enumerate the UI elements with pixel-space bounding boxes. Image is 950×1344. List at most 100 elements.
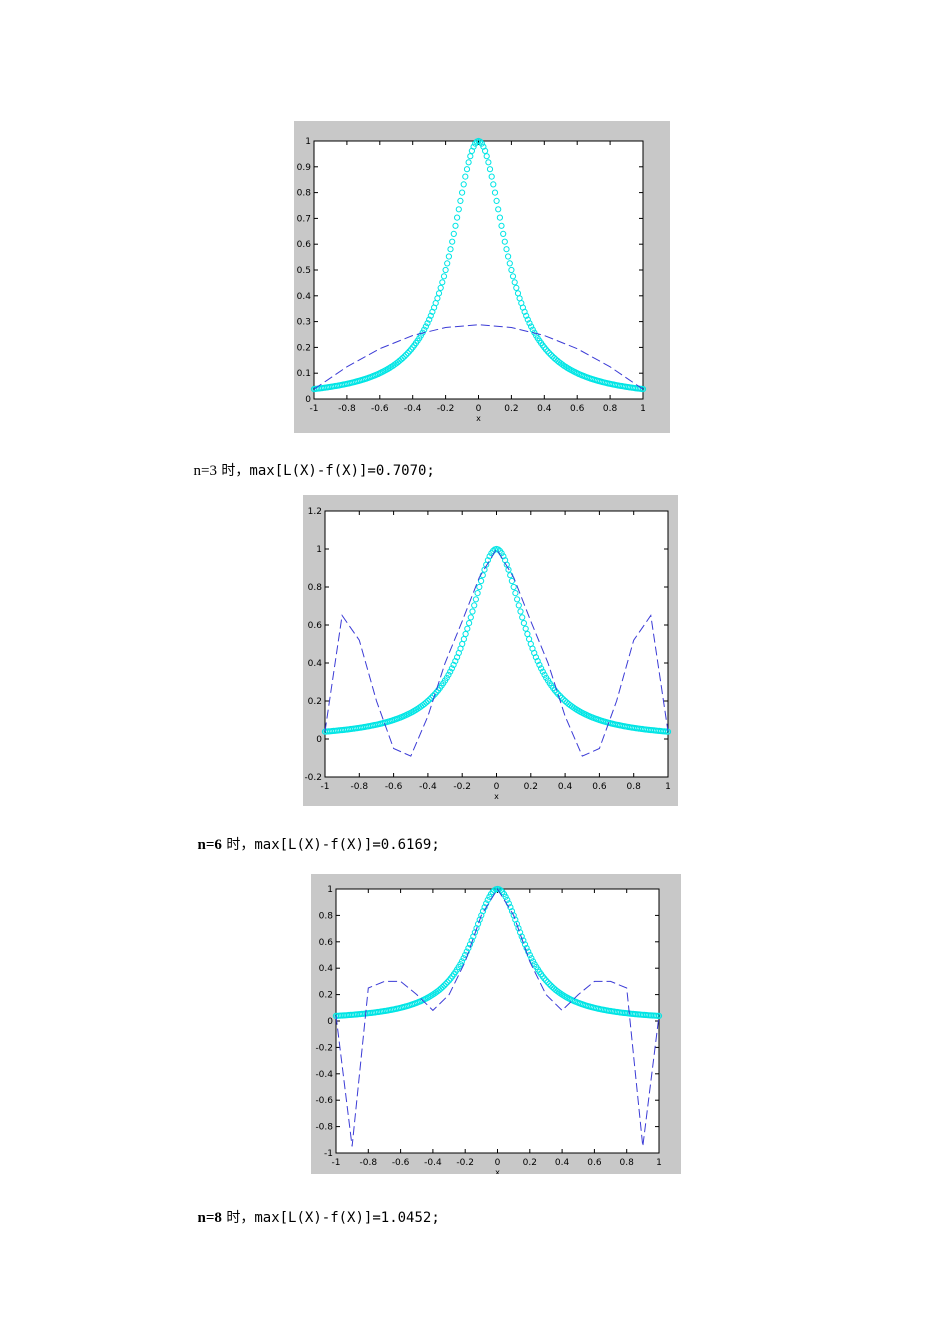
data-point: [470, 933, 477, 940]
data-point: [498, 222, 505, 229]
function-markers: [310, 137, 647, 393]
y-tick-label: 0.3: [297, 318, 311, 328]
data-point: [511, 279, 518, 286]
data-point: [465, 159, 472, 166]
data-point: [447, 668, 454, 675]
data-point: [452, 222, 459, 229]
data-point: [513, 284, 520, 291]
y-tick-label: 0.2: [308, 697, 322, 707]
y-tick-label: 0.4: [297, 292, 312, 302]
data-point: [515, 602, 522, 609]
data-point: [496, 214, 503, 221]
data-point: [467, 153, 474, 160]
data-point: [502, 893, 509, 900]
data-point: [450, 230, 457, 238]
x-tick-label: -0.8: [338, 404, 356, 414]
data-point: [440, 273, 448, 280]
x-tick-label: 1: [656, 1158, 662, 1168]
y-tick-label: -1: [324, 1149, 333, 1159]
data-point: [439, 984, 446, 991]
data-point: [465, 945, 472, 952]
caption-shi-text: 时，: [226, 1210, 255, 1226]
data-point: [495, 206, 502, 213]
data-point: [444, 979, 451, 986]
data-point: [460, 181, 467, 188]
data-point: [521, 308, 528, 315]
plot-area: [335, 888, 660, 1154]
data-point: [507, 904, 514, 911]
data-point: [505, 253, 512, 260]
data-point: [506, 260, 513, 267]
chart-n6-svg: -1 -0.8 -0.6 -0.4 -0.2 0 0.2 0.4 0.6 0.8 1 -0.2 0 0.2…: [304, 507, 672, 801]
y-tick-label: 1: [327, 885, 333, 895]
data-point: [482, 147, 489, 154]
y-tick-label: 0.1: [297, 369, 311, 379]
data-point: [429, 692, 437, 700]
data-point: [486, 166, 494, 173]
data-point: [448, 665, 455, 672]
caption-shi-text: 时，: [226, 837, 255, 853]
data-point: [523, 312, 530, 319]
data-point: [546, 350, 553, 357]
y-tick-label: 1: [316, 545, 322, 555]
data-point: [517, 608, 524, 615]
y-tick-label: 0: [305, 395, 311, 405]
interpolation-curve: [335, 888, 660, 1147]
data-point: [560, 696, 567, 703]
caption-expression: max[L(X)-f(X)]=0.7070;: [249, 463, 435, 479]
caption-expression: max[L(X)-f(X)]=0.6169;: [254, 837, 440, 853]
x-tick-label: 0.8: [603, 404, 618, 414]
x-tick-label: 0: [476, 404, 482, 414]
data-point: [478, 577, 485, 585]
chart-n3: -1 -0.8 -0.6 -0.4 -0.2 0 0.2 0.4 0.6 0.8 1 0 0.1 0.2 0…: [294, 121, 670, 433]
interpolation-curve: [313, 324, 644, 390]
x-tick-label: 1: [665, 782, 671, 792]
x-tick-label: -0.2: [453, 782, 471, 792]
data-point: [445, 253, 452, 260]
data-point: [449, 238, 456, 245]
data-point: [542, 977, 550, 984]
data-point: [466, 620, 473, 627]
data-point: [483, 153, 490, 160]
y-tick-label: 0.6: [319, 938, 334, 948]
chart-n3-svg: -1 -0.8 -0.6 -0.4 -0.2 0 0.2 0.4 0.6 0.8 1 0 0.1 0.2 0…: [297, 137, 647, 423]
data-point: [471, 602, 478, 609]
caption-expression: max[L(X)-f(X)]=1.0452;: [254, 1210, 440, 1226]
chart-n6: -1 -0.8 -0.6 -0.4 -0.2 0 0.2 0.4 0.6 0.8 1 -0.2 0 0.2…: [303, 495, 678, 806]
x-tick-label: 0.4: [555, 1158, 570, 1168]
y-tick-label: 0.8: [319, 911, 334, 921]
y-tick-label: 0.5: [297, 266, 311, 276]
y-tick-label: 0.9: [297, 163, 312, 173]
data-point: [435, 290, 443, 297]
function-markers: [321, 545, 672, 735]
data-point: [469, 608, 476, 615]
x-tick-label: -0.8: [360, 1158, 378, 1168]
y-tick-label: 0.2: [319, 991, 333, 1001]
data-point: [536, 661, 543, 668]
x-tick-label: 0.2: [523, 1158, 537, 1168]
data-point: [458, 958, 466, 965]
data-point: [441, 982, 448, 989]
x-tick-label: -0.4: [419, 782, 437, 792]
data-point: [522, 625, 529, 632]
x-tick-label: -0.4: [424, 1158, 442, 1168]
data-point: [474, 590, 481, 597]
data-point: [445, 671, 452, 678]
data-point: [541, 671, 548, 678]
data-point: [459, 189, 466, 196]
data-point: [439, 279, 446, 286]
data-point: [528, 323, 535, 330]
data-point: [538, 665, 545, 672]
data-point: [447, 246, 454, 253]
data-point: [457, 197, 464, 205]
x-tick-label: -0.2: [437, 404, 455, 414]
x-tick-label: -0.6: [371, 404, 389, 414]
x-tick-label: 0.6: [587, 1158, 602, 1168]
y-tick-label: 0.4: [308, 659, 323, 669]
data-point: [404, 350, 411, 357]
x-tick-label: -1: [321, 782, 330, 792]
data-point: [509, 273, 517, 280]
data-point: [423, 699, 430, 706]
data-point: [464, 625, 471, 632]
data-point: [403, 351, 410, 358]
